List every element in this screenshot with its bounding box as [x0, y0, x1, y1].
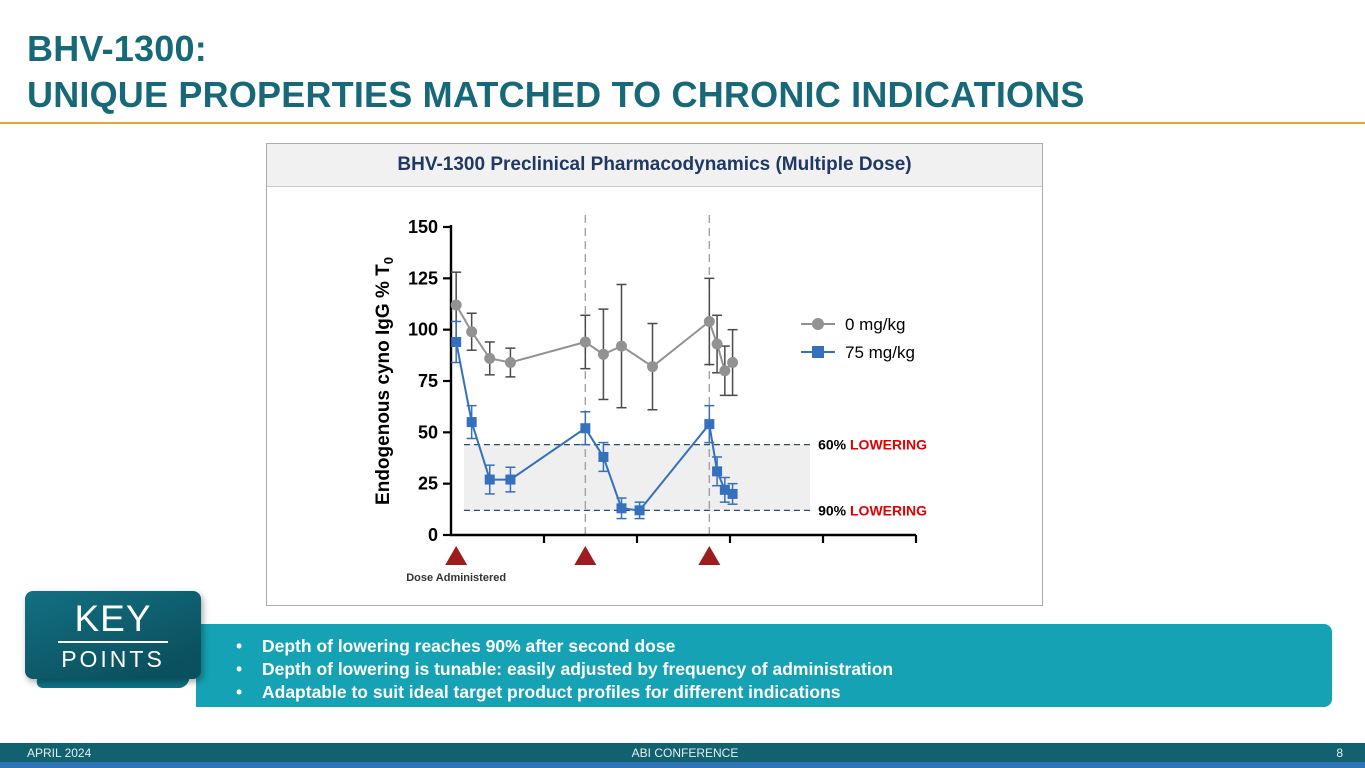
key-badge-top-label: KEY	[58, 598, 168, 643]
title-accent-rule	[0, 122, 1365, 124]
legend-label: 0 mg/kg	[845, 315, 905, 334]
pharmacodynamics-chart: 60% LOWERING 90% LOWERING 0 25 50 75 100 125 150…	[373, 215, 927, 584]
data-point	[712, 466, 723, 477]
dose-administered-label: Dose Administered	[406, 572, 506, 584]
key-point-item: Depth of lowering is tunable: easily adj…	[236, 658, 1332, 681]
data-point	[580, 423, 591, 434]
data-point	[505, 474, 516, 485]
legend-item: 0 mg/kg	[801, 315, 905, 334]
y-tick-label: 25	[418, 474, 438, 494]
legend-marker	[812, 318, 824, 330]
y-tick-label: 125	[408, 268, 438, 288]
data-point	[727, 357, 739, 369]
data-point	[450, 299, 462, 311]
footer-bar: APRIL 2024 ABI CONFERENCE 8	[0, 743, 1365, 762]
data-point	[727, 488, 738, 499]
data-point	[484, 352, 496, 364]
dose-triangle-icon	[445, 546, 468, 565]
y-tick-label: 50	[418, 422, 438, 442]
lowering-band	[463, 444, 811, 511]
data-point	[647, 361, 658, 373]
data-point	[598, 451, 609, 462]
dose-triangle-icon	[698, 546, 721, 565]
chart-title: BHV-1300 Preclinical Pharmacodynamics (M…	[267, 144, 1042, 187]
footer-page-number: 8	[1336, 745, 1344, 760]
data-point	[703, 315, 715, 327]
series-75-mg-kg	[451, 320, 738, 520]
data-point	[579, 336, 591, 348]
data-point	[504, 357, 516, 369]
chart-panel: BHV-1300 Preclinical Pharmacodynamics (M…	[266, 143, 1043, 606]
y-tick-label: 75	[418, 371, 438, 391]
reference-label: 60% LOWERING	[818, 437, 927, 453]
y-axis-label: Endogenous cyno IgG % T0	[373, 257, 396, 505]
y-tick-label: 0	[428, 525, 438, 545]
data-point	[719, 484, 730, 495]
key-points-banner: Depth of lowering reaches 90% after seco…	[196, 624, 1332, 707]
key-points-list: Depth of lowering reaches 90% after seco…	[196, 624, 1332, 704]
series-line	[455, 304, 734, 373]
key-point-item: Adaptable to suit ideal target product p…	[236, 681, 1332, 704]
y-tick-label: 100	[408, 320, 438, 340]
series-0-mg-kg	[450, 271, 739, 411]
data-point	[466, 326, 478, 338]
key-points-badge: KEY POINTS	[25, 591, 201, 679]
data-point	[616, 340, 627, 352]
legend-item: 75 mg/kg	[801, 343, 915, 362]
legend-marker	[812, 346, 824, 358]
data-point	[597, 348, 609, 360]
data-point	[719, 365, 731, 377]
data-point	[634, 505, 645, 516]
footer-conference: ABI CONFERENCE	[631, 745, 739, 760]
data-point	[704, 419, 715, 430]
dose-triangle-icon	[574, 546, 597, 565]
data-point	[451, 336, 462, 347]
key-point-item: Depth of lowering reaches 90% after seco…	[236, 635, 1332, 658]
footer-date: APRIL 2024	[27, 745, 92, 760]
legend-label: 75 mg/kg	[845, 343, 915, 362]
data-point	[484, 474, 495, 485]
footer-accent-strip	[0, 762, 1365, 768]
data-point	[466, 417, 477, 428]
slide-title: BHV-1300: UNIQUE PROPERTIES MATCHED TO C…	[27, 26, 1085, 118]
y-tick-label: 150	[408, 217, 438, 237]
slide-title-line1: BHV-1300:	[27, 28, 207, 69]
data-point	[616, 503, 627, 514]
reference-label: 90% LOWERING	[818, 502, 927, 518]
key-badge-bottom-label: POINTS	[61, 646, 165, 672]
slide-title-line2: UNIQUE PROPERTIES MATCHED TO CHRONIC IND…	[27, 74, 1085, 116]
data-point	[711, 338, 723, 350]
